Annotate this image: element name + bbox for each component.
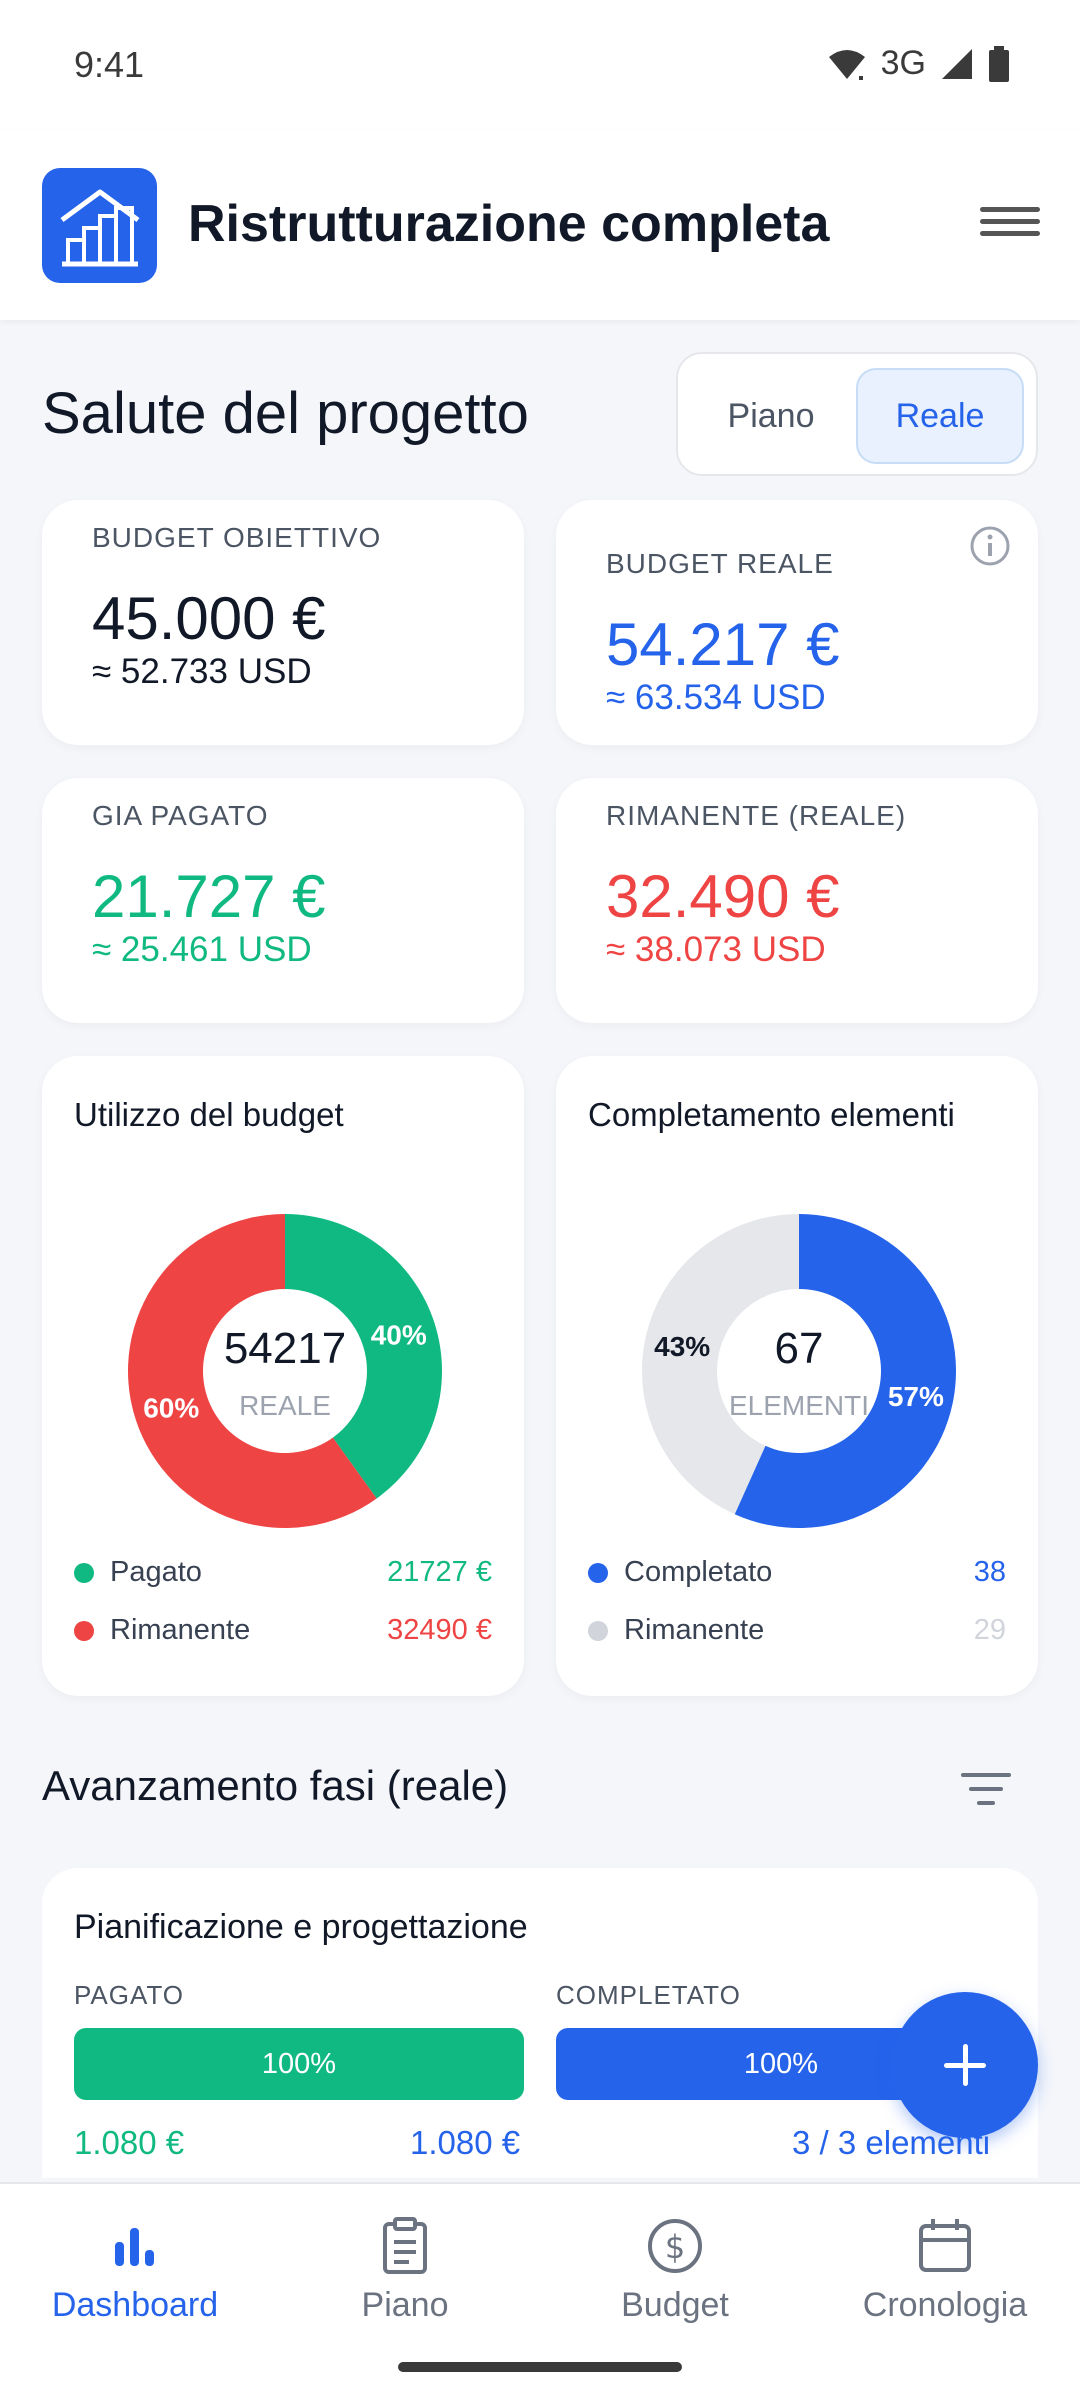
items-donut-chart: 57% 43% 67 ELEMENTI [642, 1214, 956, 1528]
nav-label-budget: Budget [621, 2286, 729, 2324]
section-title: Salute del progetto [42, 381, 529, 446]
items-slice-completato [734, 1214, 956, 1528]
budget-percent-label-pagato: 40% [371, 1319, 427, 1350]
actual-budget-amount: 54.217 € [606, 611, 840, 678]
nav-label-dashboard: Dashboard [51, 2286, 219, 2324]
items-center-label: ELEMENTI [729, 1390, 869, 1421]
nav-label-cronologia: Cronologia [862, 2286, 1028, 2324]
phases-title: Avanzamento fasi (reale) [42, 1762, 509, 1809]
legend-dot-remaining [74, 1620, 94, 1641]
actual-budget-label: BUDGET REALE [606, 548, 834, 579]
budget-usage-title: Utilizzo del budget [74, 1096, 344, 1133]
items-center-value: 67 [775, 1324, 824, 1373]
house-logo-icon [42, 168, 157, 283]
target-budget-label: BUDGET OBIETTIVO [92, 522, 382, 553]
status-bar: 9:41 3G [0, 0, 1080, 130]
home-indicator [398, 2362, 682, 2372]
items-completion-title: Completamento elementi [588, 1096, 955, 1133]
budget-slice-rimanente [128, 1214, 377, 1528]
nav-item-dashboard[interactable]: Dashboard [0, 2204, 270, 2354]
bar-chart-icon [115, 2228, 154, 2266]
status-time: 9:41 [74, 44, 145, 85]
app-title: Ristrutturazione completa [188, 195, 830, 253]
phase-completed-label: COMPLETATO [556, 1980, 741, 2010]
legend-value-paid: 21727 € [387, 1556, 492, 1588]
calendar-icon [919, 2219, 971, 2272]
network-type: 3G [880, 44, 926, 82]
remaining-amount: 32.490 € [606, 863, 840, 930]
svg-text:$: $ [665, 2228, 685, 2266]
bottom-navigation: Dashboard Piano $ Budget Cronologia [0, 2182, 1080, 2400]
plan-real-toggle: Piano Reale [676, 352, 1038, 476]
status-icons: 3G [827, 44, 1010, 83]
remaining-card: RIMANENTE (REALE) 32.490 € ≈ 38.073 USD [556, 778, 1038, 1023]
remaining-label: RIMANENTE (REALE) [606, 800, 907, 831]
paid-label: GIA PAGATO [92, 800, 269, 831]
phase-paid-label: PAGATO [74, 1980, 185, 2010]
legend-item-paid: Pagato 21727 € [74, 1556, 492, 1589]
legend-value-completed: 38 [973, 1556, 1006, 1588]
nav-item-piano[interactable]: Piano [270, 2204, 540, 2354]
dollar-circle-icon: $ [648, 2219, 702, 2273]
info-icon[interactable] [968, 524, 1012, 568]
legend-value-remaining: 32490 € [387, 1614, 492, 1646]
legend-dot-items-remaining [588, 1620, 608, 1641]
legend-value-items-remaining: 29 [973, 1614, 1006, 1646]
phase-title: Pianificazione e progettazione [74, 1908, 528, 1946]
legend-item-items-remaining: Rimanente 29 [588, 1614, 1006, 1647]
budget-percent-label-rimanente: 60% [143, 1393, 199, 1424]
remaining-usd: ≈ 38.073 USD [606, 930, 826, 969]
paid-usd: ≈ 25.461 USD [92, 930, 312, 969]
nav-item-cronologia[interactable]: Cronologia [810, 2204, 1080, 2354]
nav-label-piano: Piano [361, 2286, 449, 2324]
budget-slice-pagato [285, 1214, 443, 1499]
legend-label-paid: Pagato [110, 1556, 202, 1588]
legend-label-completed: Completato [624, 1556, 773, 1588]
items-percent-label-completato: 57% [888, 1381, 944, 1412]
actual-budget-usd: ≈ 63.534 USD [606, 678, 826, 717]
phase-card[interactable]: Pianificazione e progettazione PAGATO CO… [42, 1868, 1038, 2178]
add-button[interactable] [892, 1992, 1038, 2138]
paid-amount: 21.727 € [92, 863, 326, 930]
toggle-real[interactable]: Reale [856, 368, 1024, 464]
hamburger-menu-icon[interactable] [980, 200, 1040, 250]
phase-paid-progress-bar: 100% [74, 2028, 524, 2100]
clipboard-icon [383, 2217, 427, 2274]
target-budget-amount: 45.000 € [92, 585, 326, 652]
wifi-icon [828, 49, 865, 80]
budget-center-label: REALE [239, 1390, 331, 1421]
items-completion-card: Completamento elementi 57% 43% 67 ELEMENTI … [556, 1056, 1038, 1696]
signal-icon [942, 48, 972, 79]
items-percent-label-rimanente: 43% [654, 1331, 710, 1362]
target-budget-card: BUDGET OBIETTIVO 45.000 € ≈ 52.733 USD [42, 500, 524, 745]
actual-budget-card: BUDGET REALE 54.217 € ≈ 63.534 USD [556, 500, 1038, 745]
budget-donut-chart: 40% 60% 54217 REALE [128, 1214, 443, 1528]
toggle-plan[interactable]: Piano [727, 397, 815, 435]
phase-paid-amount: 1.080 € [74, 2124, 185, 2161]
nav-item-budget[interactable]: $ Budget [540, 2204, 810, 2354]
legend-item-remaining: Rimanente 32490 € [74, 1614, 492, 1647]
budget-usage-card: Utilizzo del budget 40% 60% 54217 REALE Pag… [42, 1056, 524, 1696]
legend-dot-paid [74, 1562, 94, 1583]
legend-dot-completed [588, 1562, 608, 1583]
legend-label-remaining: Rimanente [110, 1614, 251, 1646]
battery-icon [989, 45, 1009, 82]
filter-icon[interactable] [958, 1773, 1014, 1813]
legend-label-items-remaining: Rimanente [624, 1614, 765, 1646]
paid-card: GIA PAGATO 21.727 € ≈ 25.461 USD [42, 778, 524, 1023]
target-budget-usd: ≈ 52.733 USD [92, 652, 312, 691]
phase-paid-total: 1.080 € [410, 2124, 521, 2161]
legend-item-completed: Completato 38 [588, 1556, 1006, 1589]
app-bar: Ristrutturazione completa [0, 130, 1080, 320]
budget-center-value: 54217 [224, 1324, 346, 1373]
items-slice-rimanente [642, 1214, 799, 1515]
